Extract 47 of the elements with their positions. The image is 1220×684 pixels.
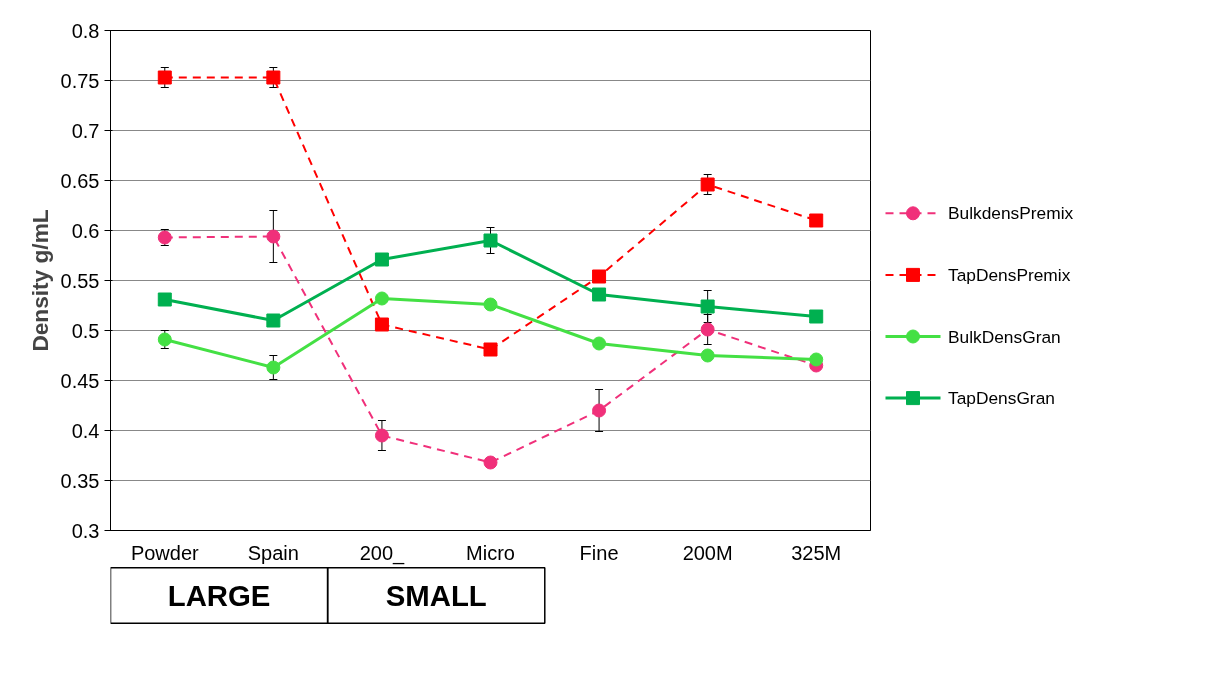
x-tick-label: 325M	[791, 541, 842, 564]
point	[483, 455, 498, 470]
y-tick-label: 0.4	[71, 419, 100, 442]
x-tick-label: Powder	[130, 541, 200, 564]
point	[266, 360, 281, 375]
legend-label: BulkdensPremix	[948, 203, 1074, 224]
point	[266, 313, 281, 328]
point	[374, 428, 389, 443]
legend-label: TapDensPremix	[948, 264, 1071, 285]
y-tick-label: 0.5	[71, 319, 100, 342]
legend-label: BulkDensGran	[948, 326, 1061, 347]
y-tick-label: 0.35	[60, 469, 100, 492]
y-tick-label: 0.3	[71, 519, 100, 542]
point	[374, 291, 389, 306]
point	[592, 336, 607, 351]
y-tick-label: 0.6	[71, 219, 100, 242]
x-tick-label: Fine	[579, 541, 619, 564]
text: LARGE	[167, 579, 271, 612]
point	[700, 348, 715, 363]
point	[700, 322, 715, 337]
legend-label: TapDensGran	[948, 388, 1055, 409]
x-tick-label: 200M	[682, 541, 733, 564]
x-tick-label: Micro	[466, 541, 515, 564]
point	[700, 299, 715, 314]
point	[266, 229, 281, 244]
y-tick-label: 0.7	[71, 119, 100, 142]
point	[592, 403, 607, 418]
point	[374, 252, 389, 267]
y-tick-label: 0.65	[60, 169, 100, 192]
y-tick-label: 0.55	[60, 269, 100, 292]
point	[157, 292, 172, 307]
y-tick-label: 0.75	[60, 69, 100, 92]
x-tick-label: Spain	[247, 541, 299, 564]
point	[592, 269, 607, 284]
text: SMALL	[385, 579, 487, 612]
y-tick-label: 0.45	[60, 369, 100, 392]
point	[483, 342, 498, 357]
point	[374, 317, 389, 332]
point	[809, 352, 824, 367]
point	[483, 233, 498, 248]
y-axis-title: Density g/mL	[26, 209, 53, 352]
y-tick-label: 0.8	[71, 19, 100, 42]
point	[483, 297, 498, 312]
x-tick-label: 200_	[359, 541, 406, 565]
point	[809, 309, 824, 324]
point	[809, 213, 824, 228]
point	[592, 287, 607, 302]
